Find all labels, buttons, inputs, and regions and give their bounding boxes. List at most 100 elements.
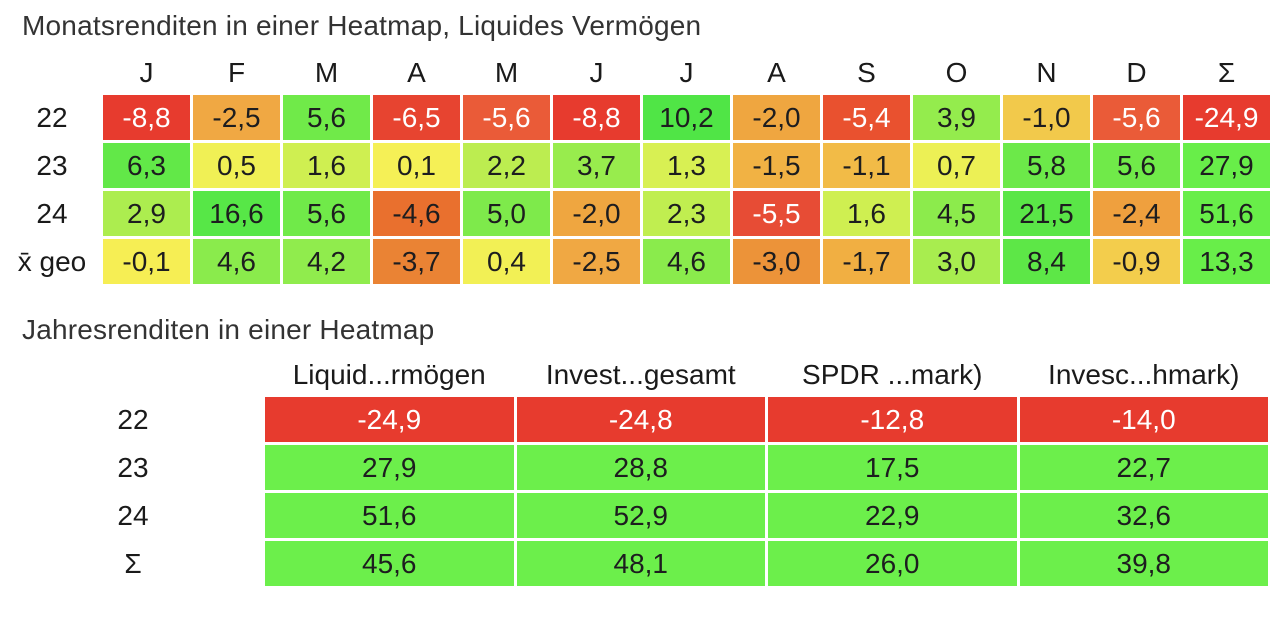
monthly-heatmap-cell: -2,0 — [553, 191, 640, 236]
monthly-heatmap-cell: 27,9 — [1183, 143, 1270, 188]
monthly-heatmap-cell: 5,8 — [1003, 143, 1090, 188]
monthly-heatmap-cell: 51,6 — [1183, 191, 1270, 236]
yearly-heatmap-cell: 17,5 — [768, 445, 1017, 490]
yearly-row-label: 24 — [117, 500, 149, 531]
monthly-heatmap-cell: 4,5 — [913, 191, 1000, 236]
monthly-heatmap-cell: 5,6 — [1093, 143, 1180, 188]
monthly-heatmap-cell: 2,2 — [463, 143, 550, 188]
monthly-heatmap-cell: 5,6 — [283, 95, 370, 140]
monthly-column-header: O — [945, 57, 968, 88]
monthly-heatmap-cell: 4,6 — [193, 239, 280, 284]
monthly-column-header: J — [589, 57, 604, 88]
monthly-heatmap-cell: -1,1 — [823, 143, 910, 188]
monthly-heatmap-cell: -2,4 — [1093, 191, 1180, 236]
yearly-heatmap-cell: 52,9 — [516, 493, 765, 538]
yearly-heatmap-table: Liquid...rmögen Invest...gesamt SPDR ...ma… — [4, 352, 1268, 586]
yearly-heatmap-cell: 22,9 — [768, 493, 1017, 538]
monthly-heatmap-cell: -3,0 — [733, 239, 820, 284]
yearly-column-header: Liquid...rmögen — [292, 359, 486, 390]
monthly-heatmap-cell: 0,1 — [373, 143, 460, 188]
yearly-heatmap-cell: -14,0 — [1019, 397, 1268, 442]
monthly-column-header: M — [494, 57, 519, 88]
monthly-heatmap-cell: 16,6 — [193, 191, 280, 236]
yearly-row-label: 22 — [117, 404, 149, 435]
monthly-heatmap-cell: -5,6 — [1093, 95, 1180, 140]
monthly-row-label: x̄ geo — [17, 246, 87, 277]
monthly-heatmap-cell: 2,3 — [643, 191, 730, 236]
monthly-column-header: S — [857, 57, 876, 88]
monthly-heatmap-cell: -24,9 — [1183, 95, 1270, 140]
monthly-heatmap-cell: 0,4 — [463, 239, 550, 284]
yearly-heatmap-cell: 26,0 — [768, 541, 1017, 586]
monthly-heatmap-cell: -3,7 — [373, 239, 460, 284]
monthly-heatmap-cell: 3,9 — [913, 95, 1000, 140]
yearly-heatmap-cell: 22,7 — [1019, 445, 1268, 490]
monthly-heatmap-cell: 1,6 — [823, 191, 910, 236]
monthly-column-header: J — [679, 57, 694, 88]
yearly-column-header: Invesc...hmark) — [1048, 359, 1240, 390]
yearly-corner-cell — [4, 352, 262, 394]
monthly-heatmap-cell: 1,3 — [643, 143, 730, 188]
monthly-heatmap-cell: -1,5 — [733, 143, 820, 188]
monthly-heatmap-cell: -6,5 — [373, 95, 460, 140]
monthly-heatmap-cell: 4,6 — [643, 239, 730, 284]
monthly-column-header: Σ — [1217, 57, 1236, 88]
monthly-heatmap-cell: -0,1 — [103, 239, 190, 284]
yearly-heatmap-cell: 39,8 — [1019, 541, 1268, 586]
monthly-heatmap-cell: -5,5 — [733, 191, 820, 236]
monthly-heatmap-cell: 21,5 — [1003, 191, 1090, 236]
yearly-row-label: 23 — [117, 452, 149, 483]
yearly-heatmap-cell: 51,6 — [265, 493, 514, 538]
monthly-column-header: D — [1126, 57, 1147, 88]
monthly-heatmap-cell: 1,6 — [283, 143, 370, 188]
monthly-heatmap-cell: -8,8 — [103, 95, 190, 140]
monthly-row-label: 23 — [36, 150, 68, 181]
monthly-heatmap-cell: 5,0 — [463, 191, 550, 236]
monthly-heatmap-cell: -8,8 — [553, 95, 640, 140]
monthly-heatmap-cell: 2,9 — [103, 191, 190, 236]
monthly-column-header: M — [314, 57, 339, 88]
yearly-row-label: Σ — [124, 548, 142, 579]
monthly-heatmap-cell: 0,5 — [193, 143, 280, 188]
yearly-heatmap-cell: -12,8 — [768, 397, 1017, 442]
yearly-column-header: SPDR ...mark) — [802, 359, 983, 390]
monthly-heatmap-cell: -5,6 — [463, 95, 550, 140]
monthly-heatmap-table: J F M A M J J A S O N D Σ 22 -8,8 -2,5 5,6 -6,5 -5,6 -8,8 10… — [4, 50, 1270, 284]
monthly-heatmap-cell: -1,7 — [823, 239, 910, 284]
monthly-heatmap-title: Monatsrenditen in einer Heatmap, Liquide… — [22, 10, 702, 41]
monthly-column-header: J — [139, 57, 154, 88]
monthly-heatmap-cell: -2,5 — [553, 239, 640, 284]
monthly-heatmap-cell: 3,0 — [913, 239, 1000, 284]
monthly-heatmap-cell: -2,0 — [733, 95, 820, 140]
yearly-heatmap-title: Jahresrenditen in einer Heatmap — [22, 314, 435, 345]
yearly-heatmap-cell: 27,9 — [265, 445, 514, 490]
monthly-corner-cell — [4, 50, 100, 92]
monthly-column-header: A — [767, 57, 786, 88]
yearly-heatmap-cell: 28,8 — [516, 445, 765, 490]
monthly-row-label: 22 — [36, 102, 68, 133]
monthly-heatmap-cell: 6,3 — [103, 143, 190, 188]
yearly-heatmap-cell: -24,9 — [265, 397, 514, 442]
monthly-heatmap-cell: -1,0 — [1003, 95, 1090, 140]
monthly-column-header: F — [227, 57, 246, 88]
monthly-heatmap-cell: -4,6 — [373, 191, 460, 236]
monthly-heatmap-cell: 10,2 — [643, 95, 730, 140]
monthly-heatmap-cell: 4,2 — [283, 239, 370, 284]
yearly-heatmap-cell: -24,8 — [516, 397, 765, 442]
monthly-heatmap-cell: -5,4 — [823, 95, 910, 140]
monthly-heatmap-cell: 3,7 — [553, 143, 640, 188]
yearly-column-header: Invest...gesamt — [545, 359, 736, 390]
monthly-heatmap-cell: -0,9 — [1093, 239, 1180, 284]
yearly-heatmap-cell: 48,1 — [516, 541, 765, 586]
monthly-column-header: N — [1036, 57, 1057, 88]
yearly-heatmap-cell: 32,6 — [1019, 493, 1268, 538]
monthly-heatmap-cell: -2,5 — [193, 95, 280, 140]
monthly-heatmap-cell: 0,7 — [913, 143, 1000, 188]
monthly-row-label: 24 — [36, 198, 68, 229]
yearly-heatmap-cell: 45,6 — [265, 541, 514, 586]
monthly-heatmap-cell: 13,3 — [1183, 239, 1270, 284]
monthly-heatmap-cell: 5,6 — [283, 191, 370, 236]
monthly-heatmap-cell: 8,4 — [1003, 239, 1090, 284]
monthly-column-header: A — [407, 57, 426, 88]
